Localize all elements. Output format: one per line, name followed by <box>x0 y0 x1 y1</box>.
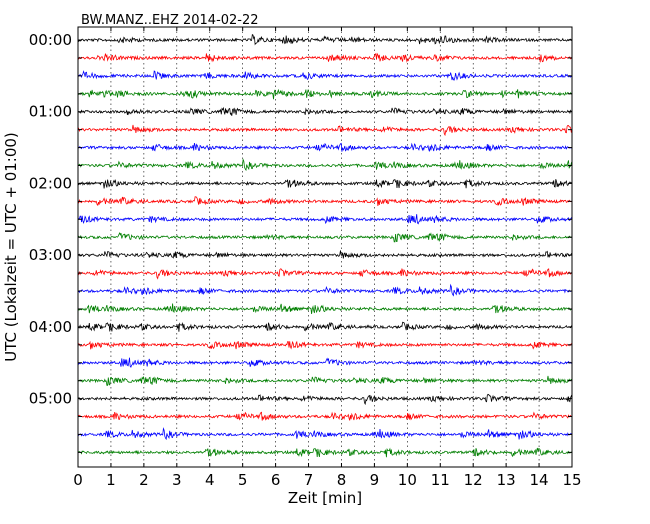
x-tick-label: 9 <box>370 471 380 489</box>
y-tick-label: 04:00 <box>29 318 72 336</box>
y-tick-label: 02:00 <box>29 174 72 192</box>
y-axis-label: UTC (Lokalzeit = UTC + 01:00) <box>2 132 20 362</box>
x-tick-label: 1 <box>106 471 116 489</box>
x-tick-label: 10 <box>398 471 417 489</box>
seismic-trace <box>77 283 573 297</box>
x-tick-label: 11 <box>431 471 450 489</box>
chart-title: BW.MANZ..EHZ 2014-02-22 <box>81 13 259 28</box>
x-tick-label: 3 <box>172 471 182 489</box>
tick-layer: 0 1 2 3 4 5 6 7 8 9 10 11 12 13 14 1500:0001:0002:0003:… <box>29 27 582 489</box>
seismic-trace <box>77 268 573 280</box>
x-tick-label: 2 <box>139 471 149 489</box>
seismic-trace <box>77 142 573 152</box>
seismic-trace <box>77 375 573 386</box>
x-tick-label: 6 <box>271 471 281 489</box>
trace-layer <box>77 33 573 458</box>
x-tick-label: 4 <box>205 471 215 489</box>
seismic-trace <box>77 178 573 189</box>
x-tick-label: 0 <box>73 471 83 489</box>
seismic-trace <box>77 52 573 63</box>
x-tick-label: 12 <box>464 471 483 489</box>
seismic-trace <box>77 124 573 137</box>
seismic-trace <box>77 106 573 116</box>
seismic-trace <box>77 158 573 172</box>
seismic-trace <box>77 393 573 406</box>
axes-frame <box>77 26 573 468</box>
seismic-trace <box>77 196 573 206</box>
y-tick-label: 03:00 <box>29 246 72 264</box>
y-tick-label: 00:00 <box>29 31 72 49</box>
x-tick-label: 5 <box>238 471 248 489</box>
seismic-trace <box>77 70 573 81</box>
seismic-trace <box>77 303 573 315</box>
seismic-trace <box>77 88 573 100</box>
grid-layer <box>110 27 540 467</box>
y-tick-label: 01:00 <box>29 103 72 121</box>
x-tick-label: 8 <box>337 471 347 489</box>
y-tick-label: 05:00 <box>29 390 72 408</box>
seismic-trace <box>77 214 573 225</box>
x-tick-label: 13 <box>497 471 516 489</box>
seismic-trace <box>77 427 573 441</box>
seismic-trace <box>77 357 573 368</box>
x-axis-label: Zeit [min] <box>288 489 362 507</box>
seismic-trace <box>77 33 573 46</box>
seismic-trace <box>77 411 573 421</box>
seismic-trace <box>77 231 573 243</box>
x-tick-label: 7 <box>304 471 314 489</box>
seismic-trace <box>77 447 573 458</box>
seismic-trace <box>77 321 573 332</box>
x-tick-label: 14 <box>530 471 549 489</box>
seismic-trace <box>77 250 573 259</box>
seismic-trace <box>77 340 573 350</box>
x-tick-label: 15 <box>562 471 581 489</box>
